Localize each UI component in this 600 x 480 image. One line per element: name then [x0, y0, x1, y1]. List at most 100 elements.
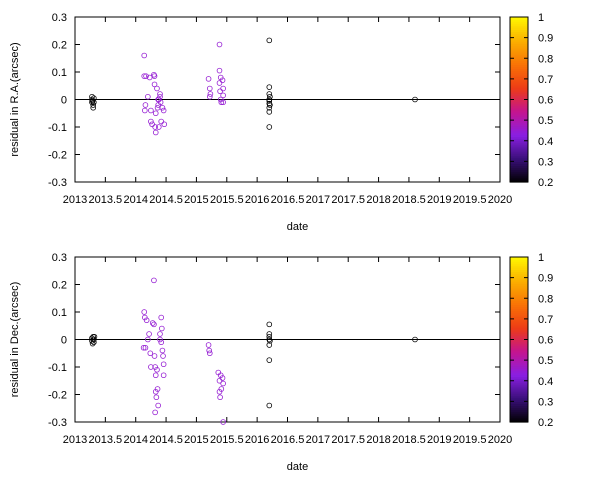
colorbar-band [510, 60, 528, 63]
data-point [152, 110, 159, 117]
x-tick-label: 2020 [488, 434, 512, 446]
data-point [206, 85, 213, 92]
colorbar-band [510, 360, 528, 363]
y-tick-label: 0.2 [52, 40, 67, 52]
colorbar-tick-label: 1 [538, 252, 544, 264]
x-tick-label: 2018 [366, 194, 390, 206]
y-tick-label: -0.2 [48, 150, 67, 162]
colorbar-tick-label: 0.8 [538, 53, 553, 65]
chart-panel-2: 0.3 0.2 0.1 0 -0.1 -0.2 -0.3 2013 2013.5 2014 2014… [9, 252, 553, 473]
colorbar-band [510, 124, 528, 127]
colorbar-band [510, 163, 528, 167]
colorbar-band [510, 111, 528, 115]
colorbar-band [510, 283, 528, 287]
data-point [220, 99, 226, 106]
colorbar-band [510, 294, 528, 297]
data-point [155, 124, 162, 130]
data-point [206, 350, 213, 357]
colorbar-band [510, 62, 528, 66]
colorbar-band [510, 101, 528, 105]
data-point [206, 93, 213, 100]
colorbar-band [510, 382, 528, 386]
data-point [152, 372, 159, 379]
data-point [151, 321, 157, 328]
colorbar-band [510, 177, 528, 181]
colorbar-tick-label: 1 [538, 12, 544, 24]
data-point [152, 409, 158, 416]
colorbar-band [510, 128, 528, 132]
x-tick-label: 2014.5 [149, 434, 183, 446]
x-axis-label: date [287, 221, 308, 233]
colorbar-band [510, 265, 528, 268]
colorbar-band [510, 333, 528, 336]
colorbar-band [510, 146, 528, 150]
colorbar-band [510, 27, 528, 30]
y-axis-label: residual in Dec.(arcsec) [9, 282, 21, 398]
colorbar-band [510, 153, 528, 156]
x-tick-label: 2019 [427, 434, 451, 446]
x-tick-label: 2018.5 [392, 434, 426, 446]
data-point [148, 118, 154, 125]
colorbar-tick-label: 0.4 [538, 376, 553, 388]
y-tick-label: -0.3 [48, 177, 67, 189]
colorbar-band [510, 31, 528, 35]
colorbar-band [510, 149, 528, 152]
x-tick-label: 2013 [63, 434, 87, 446]
data-point [146, 331, 152, 337]
data-point [220, 85, 226, 92]
data-point [206, 347, 212, 354]
colorbar-band [510, 325, 528, 328]
data-point [91, 339, 97, 346]
colorbar-band [510, 138, 528, 142]
colorbar-band [510, 41, 528, 45]
colorbar-band [510, 341, 528, 345]
x-axis-label: date [287, 461, 308, 473]
colorbar-tick-label: 0.5 [538, 355, 553, 367]
data-point [207, 91, 214, 97]
data-point [141, 73, 148, 79]
colorbar-tick-label: 0.7 [538, 74, 553, 86]
colorbar-band [510, 277, 528, 281]
colorbar-band [510, 50, 528, 53]
data-point [266, 333, 273, 340]
data-point [151, 73, 158, 79]
data-point [148, 364, 154, 370]
colorbar-band [510, 275, 528, 279]
colorbar-band [510, 47, 528, 51]
data-point [141, 309, 148, 315]
data-point [218, 99, 225, 106]
colorbar-tick-label: 0.7 [538, 314, 553, 326]
colorbar-band [510, 161, 528, 165]
data-point [266, 37, 273, 44]
colorbar-band [510, 407, 528, 411]
y-tick-label: -0.2 [48, 390, 67, 402]
data-point [217, 372, 224, 379]
x-tick-label: 2018.5 [392, 194, 426, 206]
colorbar-band [510, 368, 528, 372]
data-point [157, 93, 163, 100]
y-tick-label: 0.1 [52, 67, 67, 79]
data-point [266, 331, 273, 337]
data-point [152, 388, 159, 395]
data-point [219, 77, 226, 84]
colorbar-band [510, 179, 528, 183]
colorbar-band [510, 45, 528, 49]
x-tick-label: 2013.5 [89, 434, 123, 446]
data-point [160, 353, 166, 359]
colorbar-band [510, 159, 528, 162]
colorbar-band [510, 165, 528, 169]
data-point [152, 124, 158, 130]
data-point [266, 402, 273, 409]
y-tick-label: 0.3 [52, 252, 67, 264]
data-point [160, 107, 167, 114]
data-point [267, 93, 273, 100]
data-point [154, 366, 160, 373]
colorbar-band [510, 132, 528, 136]
colorbar-band [510, 74, 528, 78]
colorbar-band [510, 52, 528, 55]
colorbar-band [510, 304, 528, 308]
data-point [143, 317, 150, 324]
chart-panel-1: 0.3 0.2 0.1 0 -0.1 -0.2 -0.3 2013 2013.5 2014 2014… [9, 12, 553, 233]
colorbar-band [510, 43, 528, 47]
